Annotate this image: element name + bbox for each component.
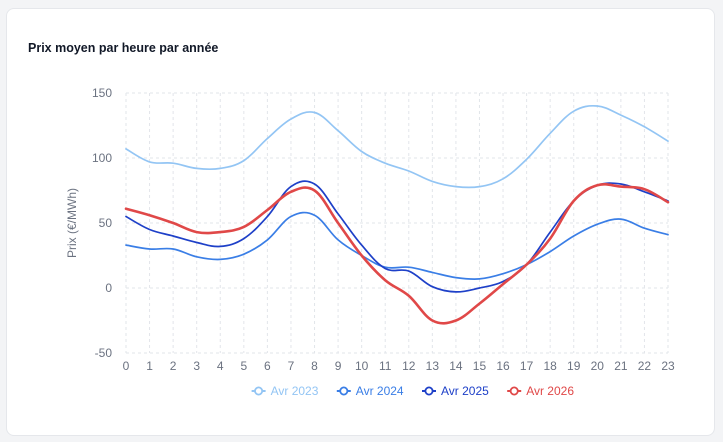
series-line-avr-2024 xyxy=(125,211,669,281)
x-tick-label: 6 xyxy=(264,359,271,373)
x-tick-label: 3 xyxy=(193,359,200,373)
x-tick-label: 5 xyxy=(240,359,247,373)
y-tick-label: 100 xyxy=(92,151,112,165)
chart-title: Prix moyen par heure par année xyxy=(28,41,219,55)
series-line-avr-2026 xyxy=(124,183,670,325)
legend-marker-avr-2026 xyxy=(509,386,519,396)
x-tick-label: 8 xyxy=(311,359,318,373)
legend-marker-avr-2024 xyxy=(339,386,349,396)
x-tick-label: 9 xyxy=(335,359,342,373)
x-tick-label: 2 xyxy=(170,359,177,373)
y-axis-label: Prix (€/MWh) xyxy=(65,188,79,258)
y-tick-label: 50 xyxy=(99,216,113,230)
x-tick-label: 19 xyxy=(567,359,581,373)
x-tick-label: 12 xyxy=(402,359,416,373)
x-tick-label: 11 xyxy=(379,359,392,373)
y-tick-label: -50 xyxy=(95,346,113,360)
x-tick-label: 18 xyxy=(543,359,557,373)
x-tick-label: 1 xyxy=(146,359,153,373)
x-tick-label: 23 xyxy=(661,359,675,373)
x-tick-label: 7 xyxy=(288,359,295,373)
x-tick-label: 17 xyxy=(520,359,534,373)
legend-marker-avr-2023 xyxy=(254,386,264,396)
legend-label-avr-2023: Avr 2023 xyxy=(271,384,319,398)
x-tick-label: 4 xyxy=(217,359,224,373)
x-tick-label: 14 xyxy=(449,359,463,373)
legend-marker-avr-2025 xyxy=(424,386,434,396)
x-tick-label: 16 xyxy=(496,359,510,373)
x-tick-label: 0 xyxy=(123,359,130,373)
legend-label-avr-2024: Avr 2024 xyxy=(356,384,404,398)
x-tick-label: 21 xyxy=(614,359,628,373)
legend-label-avr-2025: Avr 2025 xyxy=(441,384,489,398)
x-tick-label: 22 xyxy=(638,359,652,373)
series-line-avr-2025 xyxy=(125,180,669,293)
legend-label-avr-2026: Avr 2026 xyxy=(526,384,574,398)
series-line-avr-2023 xyxy=(125,104,669,189)
x-tick-label: 20 xyxy=(591,359,605,373)
y-tick-label: 150 xyxy=(92,86,112,100)
x-tick-label: 13 xyxy=(426,359,440,373)
x-tick-label: 10 xyxy=(355,359,369,373)
y-tick-label: 0 xyxy=(105,281,112,295)
x-tick-label: 15 xyxy=(473,359,487,373)
